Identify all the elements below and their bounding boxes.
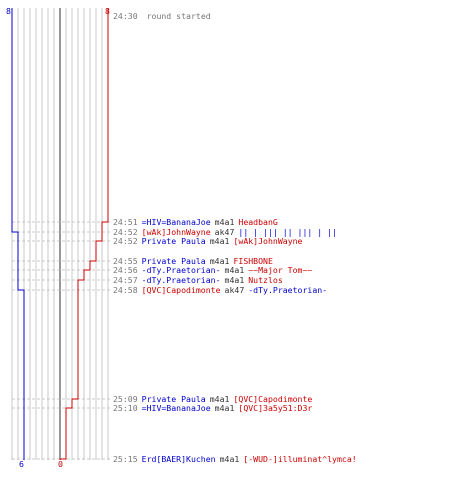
victim-name: ~~Major Tom~~ — [248, 265, 312, 275]
kill-event-row: 25:10 =HIV=BananaJoe m4a1 [QVC]3a5y51:D3r — [113, 403, 312, 413]
blue-start-count: 8 — [6, 6, 11, 16]
weapon-name: m4a1 — [210, 236, 230, 246]
event-time: 25:15 — [113, 454, 138, 464]
weapon-name: m4a1 — [220, 454, 240, 464]
event-time: 24:56 — [113, 265, 138, 275]
weapon-name: m4a1 — [225, 275, 245, 285]
kill-event-row: 24:55 Private Paula m4a1 FISHBONE — [113, 256, 273, 266]
blue-end-count: 6 — [19, 459, 24, 469]
victim-name: [-WUD-]illuminat^lymca! — [243, 454, 356, 464]
event-time: 24:58 — [113, 285, 138, 295]
killer-name: [wAk]JohnWayne — [142, 227, 211, 237]
killer-name: [QVC]Capodimonte — [142, 285, 221, 295]
round-start-time: 24:30 — [113, 11, 138, 21]
kill-event-row: 24:52 Private Paula m4a1 [wAk]JohnWayne — [113, 236, 303, 246]
victim-name: -dTy.Praetorian- — [248, 285, 327, 295]
weapon-name: m4a1 — [210, 394, 230, 404]
kill-event-row: 25:09 Private Paula m4a1 [QVC]Capodimonte — [113, 394, 312, 404]
event-time: 24:52 — [113, 236, 138, 246]
victim-name: || | ||| || ||| | || — [238, 227, 337, 237]
weapon-name: ak47 — [215, 227, 235, 237]
killer-name: Private Paula — [142, 236, 206, 246]
weapon-name: ak47 — [225, 285, 245, 295]
victim-name: FISHBONE — [233, 256, 273, 266]
blue-team-count-line — [11, 8, 25, 460]
killer-name: =HIV=BananaJoe — [142, 217, 211, 227]
event-time: 25:10 — [113, 403, 138, 413]
event-time: 25:09 — [113, 394, 138, 404]
round-start-row: 24:30 round started — [113, 11, 211, 21]
killer-name: -dTy.Praetorian- — [142, 265, 221, 275]
round-start-message: round started — [147, 11, 211, 21]
event-time: 24:51 — [113, 217, 138, 227]
victim-name: [QVC]Capodimonte — [233, 394, 312, 404]
event-time: 24:52 — [113, 227, 138, 237]
killer-name: Erd[BAER]Kuchen — [142, 454, 216, 464]
killer-name: -dTy.Praetorian- — [142, 275, 221, 285]
victim-name: [wAk]JohnWayne — [233, 236, 302, 246]
killer-name: =HIV=BananaJoe — [142, 403, 211, 413]
player-grid — [11, 8, 109, 460]
killer-name: Private Paula — [142, 394, 206, 404]
kill-event-row: 24:52 [wAk]JohnWayne ak47 || | ||| || ||| |… — [113, 227, 337, 237]
red-team-count-line — [59, 8, 109, 460]
kill-event-row: 24:58 [QVC]Capodimonte ak47 -dTy.Praetorian… — [113, 285, 327, 295]
red-end-count: 0 — [58, 459, 63, 469]
victim-name: Nutzlos — [248, 275, 283, 285]
weapon-name: m4a1 — [215, 403, 235, 413]
kill-event-row: 24:56 -dTy.Praetorian-m4a1 ~~Major Tom~~ — [113, 265, 312, 275]
event-time: 24:57 — [113, 275, 138, 285]
weapon-name: m4a1 — [225, 265, 245, 275]
event-guides — [12, 221, 112, 460]
victim-name: [QVC]3a5y51:D3r — [238, 403, 312, 413]
weapon-name: m4a1 — [215, 217, 235, 227]
event-time: 24:55 — [113, 256, 138, 266]
victim-name: HeadbanG — [238, 217, 278, 227]
kill-event-row: 24:51 =HIV=BananaJoe m4a1 HeadbanG — [113, 217, 278, 227]
kill-event-row: 25:15 Erd[BAER]Kuchen m4a1 [-WUD-]illuminat… — [113, 454, 357, 464]
kill-event-row: 24:57 -dTy.Praetorian-m4a1 Nutzlos — [113, 275, 283, 285]
killer-name: Private Paula — [142, 256, 206, 266]
weapon-name: m4a1 — [210, 256, 230, 266]
